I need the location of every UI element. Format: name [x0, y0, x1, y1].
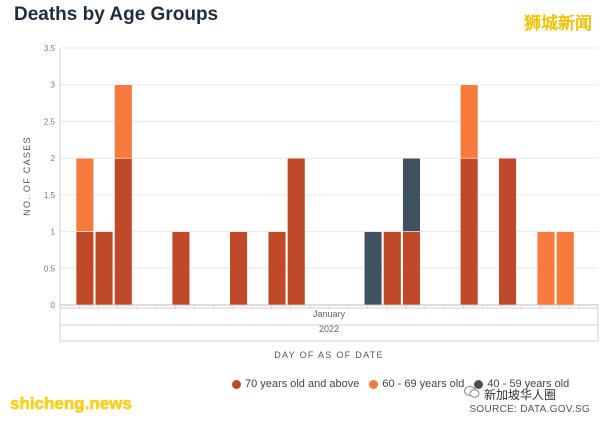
bar-segment [75, 157, 95, 232]
bar-segment [402, 157, 421, 232]
y-tick-label: 1 [51, 228, 56, 237]
y-tick-label: 0.5 [44, 264, 56, 273]
bar-segment [287, 157, 306, 306]
legend-label-70: 70 years old and above [245, 378, 360, 390]
bar-segment [556, 231, 575, 306]
bar-segment [171, 231, 191, 306]
legend: 70 years old and above 60 - 69 years old… [232, 376, 579, 392]
bars [75, 84, 575, 306]
bar-segment [402, 231, 421, 306]
x-axis-label: DAY OF AS OF DATE [274, 350, 384, 360]
x-group-band-year [59, 324, 599, 342]
bar-segment [267, 231, 287, 306]
legend-label-40: 40 - 59 years old [487, 378, 570, 390]
legend-item-60[interactable]: 60 - 69 years old [369, 378, 464, 390]
bar-segment [114, 157, 133, 306]
y-tick-label: 3.5 [44, 44, 56, 53]
bar-segment [114, 84, 133, 159]
y-tick-label: 3 [51, 81, 56, 90]
legend-label-60: 60 - 69 years old [382, 378, 465, 390]
legend-dot-60 [369, 379, 379, 389]
bar-segment [383, 231, 402, 306]
bar-segment [229, 231, 248, 306]
source-label: SOURCE: DATA.GOV.SG [469, 404, 590, 415]
legend-item-40[interactable]: 40 - 59 years old [474, 378, 569, 390]
legend-dot-70 [232, 379, 241, 389]
y-tick-label: 1.5 [44, 191, 56, 200]
x-group-year: 2022 [319, 324, 339, 334]
bar-segment [75, 231, 95, 306]
y-tick-labels: 0 0.5 1 1.5 2 2.5 3 3.5 [44, 44, 56, 310]
watermark-site: shicheng.news [10, 394, 132, 413]
x-axis [59, 304, 599, 342]
grid [59, 47, 598, 306]
legend-item-70[interactable]: 70 years old and above [232, 378, 359, 390]
watermark-cn-bottom: 新加坡华人圈 [484, 388, 557, 402]
chart-title: Deaths by Age Groups [14, 4, 219, 25]
bar-segment [94, 231, 114, 306]
chart-svg: 0 0.5 1 1.5 2 2.5 3 3.5 NO. OF CASES DAY OF AS … [22, 44, 599, 360]
y-axis-label: NO. OF CASES [22, 136, 32, 216]
y-tick-label: 2 [51, 154, 56, 163]
watermark-cn-top: 狮城新闻 [524, 14, 592, 34]
bar-segment [536, 231, 556, 306]
legend-dot-40 [474, 379, 484, 389]
x-group-month: January [313, 309, 346, 319]
bar-segment [459, 157, 479, 306]
bar-segment [459, 84, 479, 159]
bar-segment [363, 231, 383, 306]
wechat-icon [464, 386, 480, 398]
y-tick-label: 0 [51, 301, 56, 310]
bar-segment [498, 157, 517, 306]
y-tick-label: 2.5 [44, 117, 56, 126]
